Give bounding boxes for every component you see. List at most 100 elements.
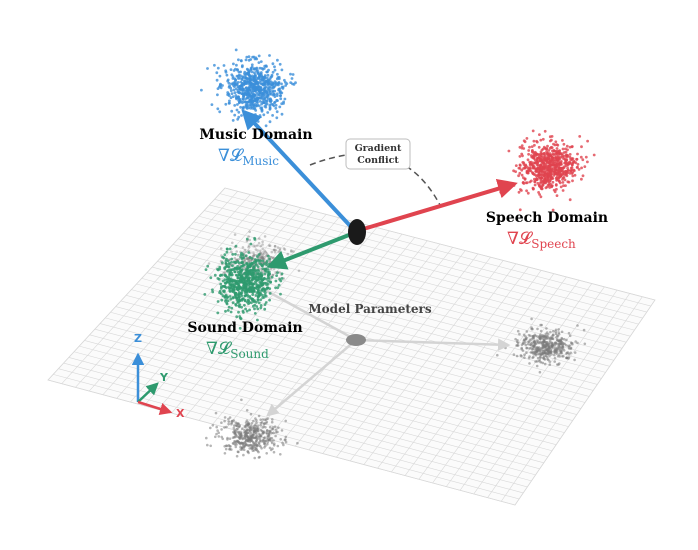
music-cluster-point bbox=[276, 58, 279, 62]
sound-cluster-point bbox=[256, 258, 260, 262]
shadow-cluster-speech-point bbox=[573, 351, 577, 354]
speech-cluster-point bbox=[550, 172, 554, 176]
shadow-cluster-sound-point bbox=[262, 251, 266, 254]
shadow-cluster-sound-point bbox=[245, 257, 248, 260]
shadow-cluster-speech-point bbox=[553, 360, 556, 363]
speech-cluster-point bbox=[520, 144, 524, 148]
shadow-cluster-speech-point bbox=[583, 342, 587, 346]
music-cluster-point bbox=[242, 105, 246, 109]
music-cluster-point bbox=[230, 92, 234, 95]
music-cluster-point bbox=[259, 60, 263, 63]
sound-cluster-point bbox=[252, 268, 255, 271]
sound-cluster-point bbox=[221, 255, 225, 259]
shadow-cluster-sound-point bbox=[267, 265, 270, 269]
music-cluster-point bbox=[262, 67, 266, 70]
sound-cluster-point bbox=[233, 270, 237, 274]
speech-cluster-point bbox=[551, 208, 555, 212]
speech-cluster-point bbox=[562, 176, 566, 179]
sound-cluster-point bbox=[229, 283, 233, 287]
shadow-cluster-speech-point bbox=[558, 362, 561, 365]
sound-cluster-point bbox=[254, 294, 258, 297]
music-cluster-point bbox=[222, 64, 226, 67]
shadow-cluster-speech-point bbox=[516, 339, 519, 342]
sound-cluster-point bbox=[234, 273, 238, 277]
shadow-cluster-sound-point bbox=[267, 244, 271, 247]
speech-cluster-point bbox=[561, 189, 565, 192]
shadow-cluster-sound-point bbox=[262, 252, 265, 256]
grid-line bbox=[120, 300, 573, 421]
shadow-cluster-music-point bbox=[271, 447, 274, 451]
sound-cluster-point bbox=[240, 291, 244, 295]
shadow-cluster-music-point bbox=[266, 429, 269, 433]
sound-gradient-symbol: ∇𝓛Sound bbox=[206, 339, 269, 361]
shadow-cluster-music-point bbox=[261, 418, 265, 421]
music-cluster-point bbox=[283, 78, 286, 82]
shadow-cluster-music-point bbox=[284, 438, 287, 441]
sound-cluster-point bbox=[236, 287, 239, 290]
shadow-cluster-music-point bbox=[268, 436, 272, 440]
sound-cluster-point bbox=[267, 274, 270, 277]
speech-cluster-point bbox=[528, 160, 532, 164]
music-cluster-point bbox=[232, 88, 236, 92]
speech-cluster-point bbox=[527, 167, 531, 171]
sound-cluster-point bbox=[255, 263, 258, 267]
music-cluster-point bbox=[247, 86, 251, 90]
shadow-cluster-sound-point bbox=[272, 267, 276, 271]
shadow-cluster-speech-point bbox=[549, 330, 552, 334]
shadow-cluster-sound-point bbox=[253, 253, 257, 257]
music-cluster-point bbox=[278, 105, 282, 109]
shadow-cluster-sound-point bbox=[247, 235, 250, 238]
speech-cluster-point bbox=[547, 149, 551, 152]
shadow-cluster-speech-point bbox=[534, 334, 538, 338]
shadow-cluster-music-point bbox=[268, 446, 272, 450]
music-cluster-point bbox=[260, 96, 263, 100]
music-cluster-point bbox=[257, 73, 261, 77]
music-cluster-point bbox=[253, 73, 257, 76]
sound-cluster-point bbox=[231, 301, 235, 305]
z-axis-label: Z bbox=[134, 332, 142, 345]
music-cluster-point bbox=[245, 67, 249, 71]
sound-cluster-point bbox=[234, 244, 238, 248]
music-gradient-arrow bbox=[241, 109, 356, 232]
music-cluster-point bbox=[254, 113, 257, 116]
shadow-cluster-sound-point bbox=[297, 269, 301, 273]
music-cluster-point bbox=[238, 98, 242, 101]
shadow-cluster-sound-point bbox=[268, 244, 272, 247]
speech-cluster-point bbox=[543, 129, 547, 133]
music-cluster-point bbox=[231, 119, 235, 122]
sound-cluster-point bbox=[243, 294, 247, 298]
speech-cluster-point bbox=[551, 180, 555, 184]
shadow-cluster-music-point bbox=[280, 429, 284, 432]
shadow-cluster-speech-point bbox=[528, 340, 531, 344]
sound-cluster-point bbox=[228, 271, 232, 275]
music-cluster-point bbox=[283, 97, 287, 101]
shadow-cluster-speech-point bbox=[545, 334, 549, 338]
music-cluster-point bbox=[235, 96, 238, 100]
music-cluster-point bbox=[277, 77, 281, 81]
music-cluster-point bbox=[213, 63, 216, 67]
shadow-cluster-music-point bbox=[265, 452, 269, 455]
music-cluster-point bbox=[218, 110, 222, 114]
speech-gradient-symbol: ∇𝓛Speech bbox=[507, 229, 576, 251]
sound-cluster-point bbox=[240, 299, 244, 302]
sound-cluster-point bbox=[241, 309, 245, 313]
music-cluster-point bbox=[215, 78, 219, 82]
music-cluster-point bbox=[260, 94, 264, 97]
speech-cluster-point bbox=[533, 183, 537, 187]
shadow-cluster-music-point bbox=[245, 409, 249, 412]
shadow-cluster-music-point bbox=[264, 418, 268, 421]
shadow-cluster-speech-point bbox=[573, 358, 576, 362]
music-cluster-point bbox=[229, 96, 233, 100]
shadow-arrows bbox=[264, 288, 511, 417]
speech-cluster-point bbox=[523, 140, 527, 144]
shadow-cluster-music-point bbox=[234, 441, 238, 444]
shadow-cluster-sound-point bbox=[273, 245, 277, 248]
music-cluster-point bbox=[237, 86, 241, 89]
shadow-cluster-sound-point bbox=[253, 245, 257, 248]
speech-cluster-point bbox=[568, 155, 572, 159]
sound-cluster-point bbox=[226, 269, 229, 273]
speech-cluster-point bbox=[556, 143, 560, 147]
shadow-cluster-speech-point bbox=[533, 341, 536, 344]
shadow-cluster-sound-point bbox=[244, 250, 248, 254]
music-cluster-point bbox=[200, 88, 203, 92]
